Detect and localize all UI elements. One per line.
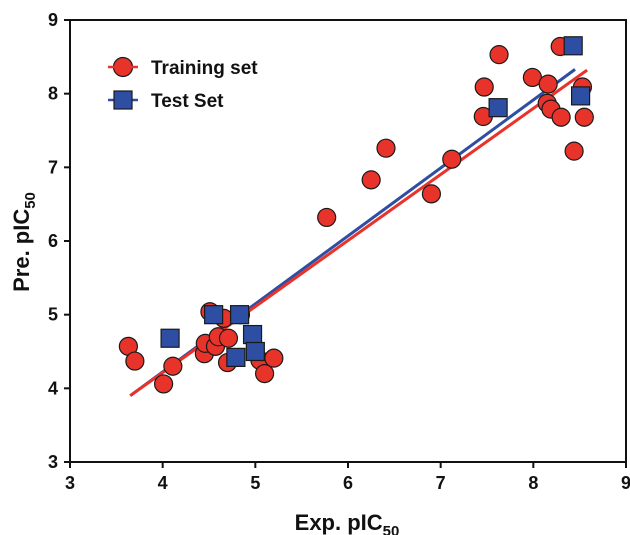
training-point bbox=[551, 107, 571, 127]
training-point bbox=[564, 141, 584, 161]
test-point bbox=[229, 305, 250, 325]
x-tick-label: 8 bbox=[528, 473, 538, 493]
training-point bbox=[489, 45, 509, 65]
training-point bbox=[474, 77, 494, 97]
training-point bbox=[125, 351, 145, 371]
legend-label-training: Training set bbox=[151, 58, 258, 79]
training-point bbox=[153, 374, 174, 394]
training-point bbox=[163, 356, 183, 376]
training-point bbox=[255, 364, 275, 384]
test-point bbox=[226, 347, 246, 367]
x-tick-label: 6 bbox=[343, 473, 353, 493]
tick-labels: 3 4 5 6 7 8 9 3 4 5 6 7 8 9 bbox=[48, 10, 630, 493]
training-point bbox=[218, 328, 239, 348]
training-point bbox=[421, 184, 441, 204]
training-point bbox=[264, 348, 284, 368]
x-tick-label: 5 bbox=[250, 473, 260, 493]
training-point bbox=[442, 149, 462, 169]
data-points bbox=[118, 36, 594, 394]
x-axis-title-main: Exp. pIC bbox=[295, 510, 383, 535]
y-tick-label: 4 bbox=[48, 378, 58, 398]
test-point bbox=[160, 328, 180, 348]
legend-marker-test bbox=[113, 90, 133, 110]
y-axis-title: Pre. pIC50 bbox=[9, 192, 39, 292]
y-tick-label: 6 bbox=[48, 231, 58, 251]
x-tick-label: 9 bbox=[621, 473, 630, 493]
y-axis-title-subscript: 50 bbox=[22, 192, 39, 209]
training-point bbox=[317, 207, 337, 228]
x-tick-label: 7 bbox=[436, 473, 446, 493]
legend-label-test: Test Set bbox=[151, 91, 224, 112]
y-tick-label: 3 bbox=[48, 452, 58, 472]
x-tick-label: 4 bbox=[158, 473, 168, 493]
training-point bbox=[538, 74, 558, 94]
legend: Training set Test Set bbox=[108, 56, 258, 112]
test-point bbox=[570, 86, 591, 106]
test-point bbox=[204, 305, 224, 325]
y-axis-title-main: Pre. pIC bbox=[9, 209, 34, 292]
training-point bbox=[574, 107, 594, 127]
test-point bbox=[245, 341, 265, 362]
test-point bbox=[488, 98, 508, 118]
test-point bbox=[563, 36, 583, 56]
training-point bbox=[376, 138, 396, 158]
x-axis-title: Exp. pIC50 bbox=[295, 510, 400, 535]
y-tick-label: 9 bbox=[48, 10, 58, 30]
y-tick-label: 7 bbox=[48, 157, 58, 177]
training-point bbox=[361, 170, 381, 190]
test-point bbox=[242, 324, 263, 345]
x-tick-label: 3 bbox=[65, 473, 75, 493]
plot-axes bbox=[64, 19, 627, 468]
y-tick-label: 8 bbox=[48, 84, 58, 104]
x-axis-title-subscript: 50 bbox=[383, 523, 400, 535]
y-tick-label: 5 bbox=[48, 305, 58, 325]
